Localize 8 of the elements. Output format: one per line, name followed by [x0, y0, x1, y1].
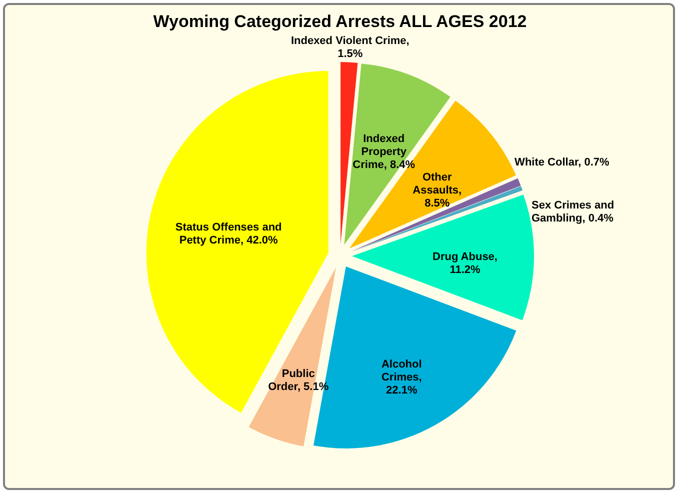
slice-label: Alcohol Crimes, 22.1%: [381, 358, 422, 397]
slice-label: Drug Abuse, 11.2%: [432, 250, 498, 276]
slice-label: Sex Crimes and Gambling, 0.4%: [532, 200, 614, 225]
slice-label: Indexed Violent Crime, 1.5%: [290, 35, 410, 60]
slice-label: White Collar, 0.7%: [514, 156, 610, 169]
slice-label: Other Assaults, 8.5%: [412, 171, 462, 210]
slice-label: Status Offenses and Petty Crime, 42.0%: [175, 222, 282, 247]
chart-title: Wyoming Categorized Arrests ALL AGES 2012: [153, 12, 527, 32]
